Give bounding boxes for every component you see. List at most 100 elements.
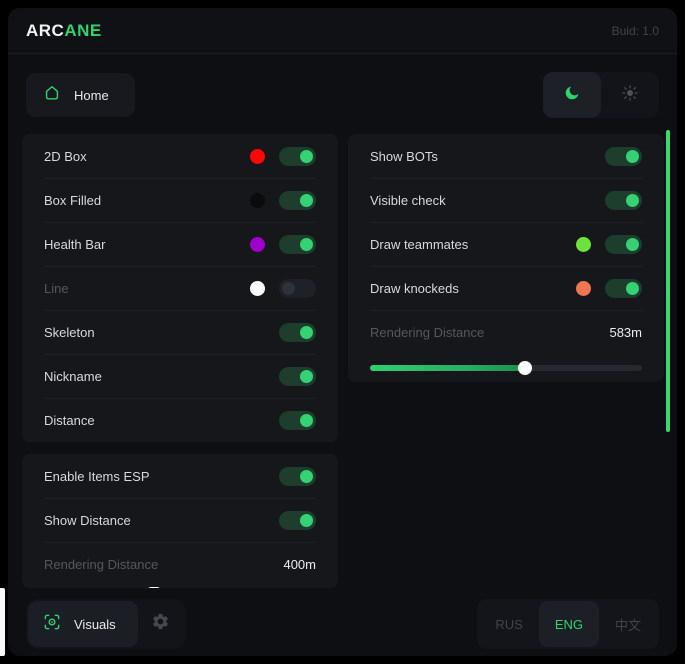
toggle-knob	[282, 282, 295, 295]
setting-row: Enable Items ESP	[44, 454, 316, 498]
toggle-knob	[626, 238, 639, 251]
scrollbar[interactable]	[666, 130, 670, 432]
bots-panel: Show BOTs Visible check Draw teammates Draw…	[348, 134, 664, 382]
app-window: ARCANE Buid: 1.0 Home	[8, 8, 677, 656]
setting-label: Line	[44, 281, 69, 296]
row-controls	[279, 511, 316, 530]
toggle-switch[interactable]	[605, 279, 642, 298]
edge-scroll-indicator[interactable]	[0, 588, 5, 656]
setting-row: Health Bar	[44, 222, 316, 266]
setting-row: 2D Box	[44, 134, 316, 178]
toggle-knob	[300, 414, 313, 427]
color-swatch[interactable]	[576, 237, 591, 252]
items-esp-panel: Enable Items ESP Show Distance Rendering D…	[22, 454, 338, 588]
toggle-knob	[300, 149, 313, 163]
rendering-distance-slider[interactable]	[370, 361, 642, 375]
row-controls	[279, 411, 316, 430]
slider-fill	[370, 365, 526, 371]
toggle-switch[interactable]	[279, 191, 316, 210]
setting-row: Draw teammates	[370, 222, 642, 266]
visuals-eye-icon	[42, 612, 62, 637]
row-controls	[250, 235, 316, 254]
left-column: 2D Box Box Filled Health Bar Line Skeleton Ni…	[22, 134, 338, 588]
row-controls: 400m	[283, 557, 316, 572]
home-tab-button[interactable]: Home	[26, 73, 135, 117]
setting-row: Show BOTs	[370, 134, 642, 178]
setting-label: Skeleton	[44, 325, 95, 340]
setting-row: Line	[44, 266, 316, 310]
toggle-switch[interactable]	[279, 146, 316, 166]
row-controls: 583m	[609, 325, 642, 340]
row-controls	[279, 323, 316, 342]
language-button-中文[interactable]: 中文	[614, 617, 641, 633]
setting-row: Skeleton	[44, 310, 316, 354]
row-controls	[250, 146, 316, 166]
moon-icon	[563, 84, 581, 107]
setting-row: Nickname	[44, 354, 316, 398]
language-switcher: RUS ENG 中文	[477, 599, 659, 649]
toggle-switch[interactable]	[605, 146, 642, 166]
color-swatch[interactable]	[250, 281, 265, 296]
settings-button[interactable]	[138, 601, 184, 647]
sun-icon	[621, 84, 639, 107]
title-bar: ARCANE Buid: 1.0	[8, 8, 677, 54]
nav-row: Home	[8, 54, 677, 118]
toggle-switch[interactable]	[279, 323, 316, 342]
setting-label: Nickname	[44, 369, 102, 384]
gear-icon	[151, 612, 170, 636]
app-logo: ARCANE	[26, 21, 102, 41]
setting-label: Draw knockeds	[370, 281, 459, 296]
toggle-knob	[300, 194, 313, 207]
setting-row: Draw knockeds	[370, 266, 642, 310]
color-swatch[interactable]	[250, 237, 265, 252]
toggle-switch[interactable]	[279, 411, 316, 430]
setting-label: Rendering Distance	[44, 557, 159, 572]
row-controls	[279, 367, 316, 386]
toggle-knob	[626, 149, 639, 163]
setting-label: 2D Box	[44, 148, 87, 164]
light-mode-button[interactable]	[601, 72, 659, 118]
toggle-switch[interactable]	[279, 279, 316, 298]
setting-row: Visible check	[370, 178, 642, 222]
logo-primary: ARC	[26, 20, 65, 40]
slider-row	[370, 354, 642, 382]
toggle-switch[interactable]	[605, 191, 642, 210]
row-controls	[250, 279, 316, 298]
language-button-rus[interactable]: RUS	[495, 616, 523, 632]
color-swatch[interactable]	[250, 193, 265, 208]
row-controls	[576, 235, 642, 254]
toggle-knob	[300, 370, 313, 383]
slider-thumb[interactable]	[518, 361, 533, 375]
settings-content: 2D Box Box Filled Health Bar Line Skeleton Ni…	[8, 118, 677, 588]
toggle-knob	[300, 326, 313, 339]
setting-row: Distance	[44, 398, 316, 442]
footer-bar: Visuals RUS ENG 中文	[8, 598, 677, 650]
setting-row: Show Distance	[44, 498, 316, 542]
theme-switch	[543, 72, 659, 118]
clipped-slider-thumb[interactable]	[147, 587, 162, 588]
toggle-knob	[300, 238, 313, 251]
color-swatch[interactable]	[250, 148, 265, 164]
row-controls	[576, 279, 642, 298]
build-version: Buid: 1.0	[611, 23, 659, 38]
setting-row: Rendering Distance 583m	[370, 310, 642, 354]
toggle-knob	[626, 194, 639, 207]
setting-row: Rendering Distance 400m	[44, 542, 316, 586]
toggle-switch[interactable]	[279, 235, 316, 254]
toggle-switch[interactable]	[279, 367, 316, 386]
color-swatch[interactable]	[576, 281, 591, 296]
language-button-eng[interactable]: ENG	[538, 601, 599, 647]
right-column: Show BOTs Visible check Draw teammates Draw…	[348, 134, 664, 382]
setting-label: Box Filled	[44, 193, 102, 208]
setting-label: Visible check	[370, 193, 446, 208]
toggle-switch[interactable]	[605, 235, 642, 254]
toggle-switch[interactable]	[279, 466, 316, 486]
setting-label: Show Distance	[44, 513, 131, 528]
row-controls	[250, 191, 316, 210]
visuals-tab-button[interactable]: Visuals	[28, 601, 138, 647]
dark-mode-button[interactable]	[543, 72, 601, 118]
toggle-switch[interactable]	[279, 511, 316, 530]
row-controls	[605, 191, 642, 210]
setting-row: Box Filled	[44, 178, 316, 222]
